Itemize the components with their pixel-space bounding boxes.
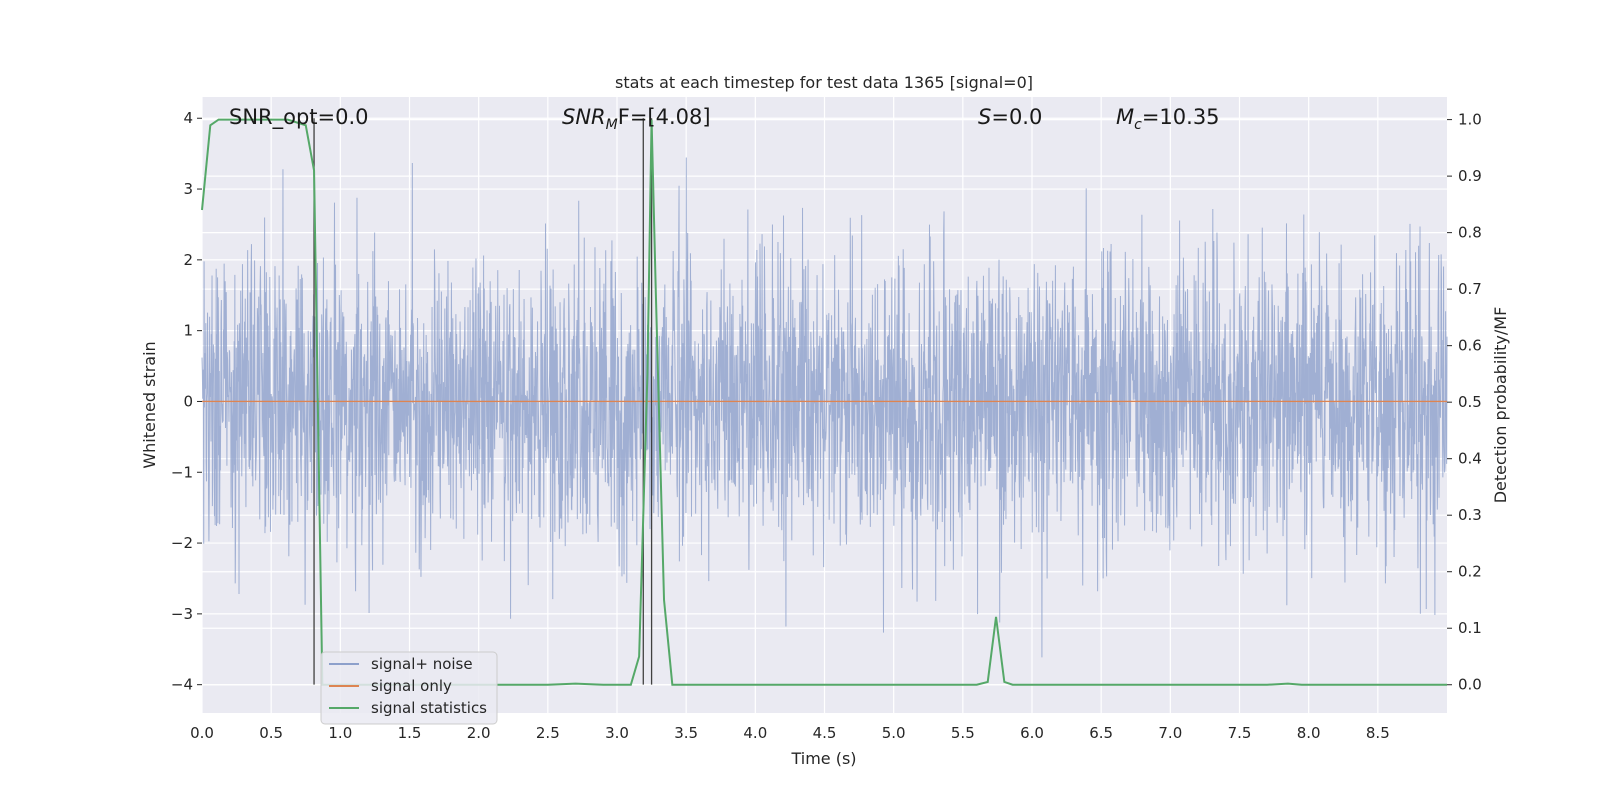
x-tick-label: 1.5 (398, 724, 422, 742)
y-tick-label-right: 0.3 (1458, 506, 1482, 524)
x-tick-label: 4.5 (813, 724, 837, 742)
annotation-s-main: S (978, 105, 991, 129)
annotation-mc-rest: =10.35 (1142, 105, 1220, 129)
y-tick-label-right: 0.2 (1458, 563, 1482, 581)
y-tick-label-left: −3 (171, 605, 193, 623)
annotation-snr-mf: SNRMF=[4.08] (562, 105, 711, 133)
y-tick-label-left: 2 (183, 251, 193, 269)
y-tick-label-right: 0.7 (1458, 280, 1482, 298)
y-tick-label-left: −1 (171, 463, 193, 481)
x-tick-label: 8.5 (1366, 724, 1390, 742)
y-ticks-right: 0.0 0.1 0.2 0.3 0.4 0.5 0.6 0.7 0.8 0.9 1.0 (1447, 111, 1482, 694)
y-tick-label-right: 0.1 (1458, 619, 1482, 637)
y-tick-label-left: 0 (183, 392, 193, 410)
y-tick-label-right: 1.0 (1458, 111, 1482, 129)
annotation-s-rest: =0.0 (991, 105, 1042, 129)
annotation-mc-sub: c (1134, 117, 1142, 133)
x-tick-label: 3.5 (674, 724, 698, 742)
y-ticks-left: −4 −3 −2 −1 0 1 2 3 4 (171, 109, 202, 694)
x-tick-label: 5.0 (882, 724, 906, 742)
y-tick-label-right: 0.0 (1458, 676, 1482, 694)
signal-statistics-line (201, 118, 1447, 686)
annotation-snr-opt: SNR_opt=0.0 (229, 105, 369, 130)
y-tick-label-left: 4 (183, 109, 193, 127)
annotation-s: S=0.0 (978, 105, 1042, 129)
x-tick-label: 0.5 (259, 724, 283, 742)
chart-title: stats at each timestep for test data 136… (615, 73, 1033, 92)
legend: signal+ noise signal only signal statist… (320, 651, 498, 725)
y-tick-label-right: 0.4 (1458, 450, 1482, 468)
legend-label-signal-noise: signal+ noise (371, 655, 473, 673)
x-tick-label: 0.0 (190, 724, 214, 742)
annotation-snr-mf-sub: M (606, 117, 618, 133)
y-axis-label-left: Whitened strain (140, 341, 159, 468)
y-tick-label-left: −4 (171, 676, 193, 694)
annotation-mc-main: M (1116, 105, 1134, 129)
annotation-snr-mf-rest: F=[4.08] (618, 105, 711, 129)
annotation-mc: Mc=10.35 (1116, 105, 1220, 133)
y-axis-label-right: Detection probability/MF (1491, 307, 1510, 504)
x-ticks: 0.0 0.5 1.0 1.5 2.0 2.5 3.0 3.5 4.0 4.5 5.0 5.5 6.0 6… (190, 724, 1390, 742)
y-tick-label-right: 0.8 (1458, 224, 1482, 242)
x-tick-label: 6.5 (1089, 724, 1113, 742)
signal-noise-line (201, 157, 1448, 658)
y-tick-label-right: 0.5 (1458, 393, 1482, 411)
y-tick-label-right: 0.9 (1458, 167, 1482, 185)
x-tick-label: 7.0 (1158, 724, 1182, 742)
x-tick-label: 4.0 (743, 724, 767, 742)
signal-statistics-series (201, 118, 1447, 686)
x-tick-label: 3.0 (605, 724, 629, 742)
x-tick-label: 7.5 (1228, 724, 1252, 742)
x-tick-label: 1.0 (328, 724, 352, 742)
x-tick-label: 2.5 (536, 724, 560, 742)
annotation-snr-mf-main: SNR (562, 105, 606, 129)
y-tick-label-left: −2 (171, 534, 193, 552)
legend-label-signal-only: signal only (371, 677, 452, 695)
x-tick-label: 2.0 (467, 724, 491, 742)
x-tick-label: 8.0 (1297, 724, 1321, 742)
y-tick-label-left: 1 (183, 322, 193, 340)
x-tick-label: 5.5 (951, 724, 975, 742)
x-axis-label: Time (s) (790, 749, 856, 768)
signal-noise-series (201, 157, 1448, 658)
x-tick-label: 6.0 (1020, 724, 1044, 742)
legend-label-signal-statistics: signal statistics (371, 699, 487, 717)
y-tick-label-left: 3 (183, 180, 193, 198)
y-tick-label-right: 0.6 (1458, 337, 1482, 355)
legend-box (320, 651, 498, 725)
